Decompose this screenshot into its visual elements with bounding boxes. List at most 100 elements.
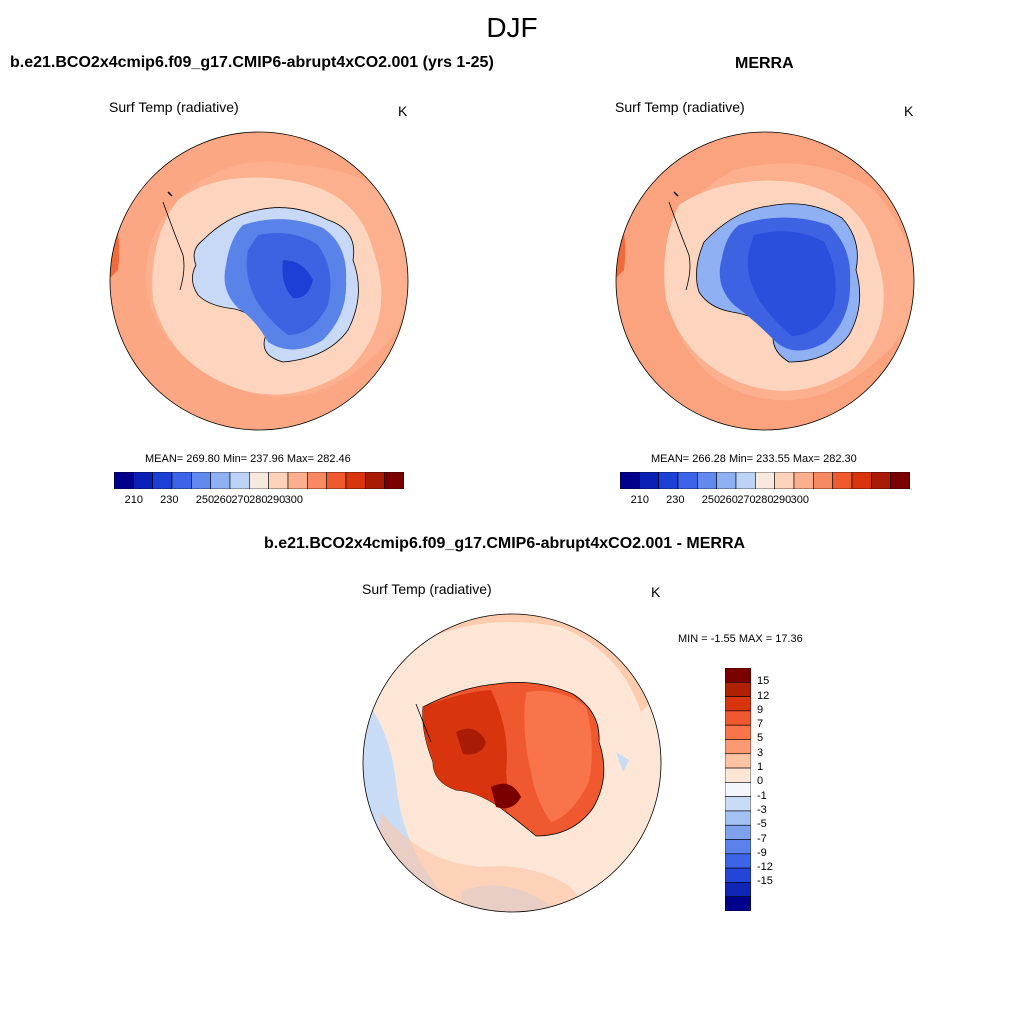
colorbar-swatch	[210, 472, 231, 489]
panel-2-map	[615, 131, 915, 431]
colorbar-swatch	[871, 472, 891, 489]
colorbar-swatch	[735, 472, 756, 489]
colorbar-swatch	[851, 472, 872, 489]
panel-1-map	[109, 131, 409, 431]
colorbar-tick-label: 270	[231, 494, 250, 506]
colorbar-swatch	[384, 472, 404, 489]
colorbar-swatch	[725, 796, 751, 812]
colorbar-swatch	[249, 472, 269, 489]
colorbar-swatch	[725, 724, 751, 740]
colorbar-tick-label: 250	[701, 494, 721, 506]
colorbar-tick-label: -12	[757, 861, 773, 874]
colorbar-tick-label: -7	[757, 832, 767, 845]
colorbar-tick-label: -5	[757, 818, 767, 831]
colorbar-swatch	[620, 472, 640, 489]
colorbar-tick-label: 3	[757, 746, 764, 759]
panel-3-variable: Surf Temp (radiative)	[362, 581, 492, 597]
colorbar-swatch	[658, 472, 679, 489]
panel-1-colorbar-labels: 210 230 250 260 270 280 290 300	[114, 494, 404, 508]
panel-2-colorbar-labels: 210 230 250 260 270 280 290 300	[620, 494, 910, 508]
colorbar-swatch	[365, 472, 385, 489]
colorbar-tick-label: 210	[124, 494, 143, 506]
colorbar-swatch	[677, 472, 698, 489]
colorbar-swatch	[133, 472, 153, 489]
colorbar-tick-label: -1	[757, 789, 767, 802]
colorbar-swatch	[152, 472, 173, 489]
colorbar-swatch	[725, 710, 751, 726]
colorbar-swatch	[725, 696, 751, 712]
colorbar-tick-label: 210	[630, 494, 649, 506]
panel-3-units: K	[651, 584, 661, 600]
colorbar-tick-label: 12	[757, 689, 770, 702]
colorbar-tick-label: 15	[757, 675, 770, 688]
colorbar-tick-label: 280	[249, 494, 268, 506]
colorbar-swatch	[725, 824, 751, 840]
colorbar-tick-label: 230	[666, 494, 685, 506]
panel-3-colorbar-labels: 15 12 9 7 5 3 1 0 -1 -3 -5 -7 -9 -12 -15	[757, 668, 797, 911]
colorbar-swatch	[725, 668, 751, 683]
colorbar-swatch	[725, 867, 751, 883]
figure-title: DJF	[486, 12, 538, 43]
colorbar-tick-label: 300	[284, 494, 304, 506]
colorbar-swatch	[716, 472, 737, 489]
colorbar-swatch	[725, 739, 751, 755]
colorbar-tick-label: -9	[757, 846, 767, 859]
panel-2-units: K	[904, 103, 914, 119]
colorbar-tick-label: 260	[719, 494, 738, 506]
panel-2-stats: MEAN= 266.28 Min= 233.55 Max= 282.30	[651, 453, 857, 465]
panel-1-variable: Surf Temp (radiative)	[109, 99, 239, 115]
panel-1-colorbar	[114, 472, 404, 489]
colorbar-swatch	[725, 767, 751, 783]
colorbar-tick-label: 9	[757, 703, 764, 716]
colorbar-tick-label: 1	[757, 761, 764, 774]
panel-1-title: b.e21.BCO2x4cmip6.f09_g17.CMIP6-abrupt4x…	[10, 54, 494, 71]
colorbar-swatch	[725, 896, 751, 911]
colorbar-swatch	[191, 472, 211, 489]
panel-1-stats: MEAN= 269.80 Min= 237.96 Max= 282.46	[145, 453, 351, 465]
colorbar-tick-label: 230	[160, 494, 179, 506]
panel-2-title: MERRA	[735, 55, 794, 72]
colorbar-swatch	[725, 753, 751, 769]
colorbar-swatch	[639, 472, 659, 489]
colorbar-tick-label: 300	[790, 494, 810, 506]
panel-2-colorbar	[620, 472, 910, 489]
colorbar-swatch	[268, 472, 289, 489]
panel-3-stats: MIN = -1.55 MAX = 17.36	[678, 633, 803, 645]
colorbar-tick-label: 270	[737, 494, 756, 506]
colorbar-tick-label: 5	[757, 732, 764, 745]
colorbar-swatch	[832, 472, 853, 489]
colorbar-swatch	[813, 472, 833, 489]
colorbar-swatch	[774, 472, 795, 489]
colorbar-swatch	[287, 472, 308, 489]
colorbar-tick-label: 0	[757, 775, 764, 788]
colorbar-tick-label: 7	[757, 718, 764, 731]
panel-2-variable: Surf Temp (radiative)	[615, 99, 745, 115]
colorbar-tick-label: 250	[195, 494, 215, 506]
panel-3-title: b.e21.BCO2x4cmip6.f09_g17.CMIP6-abrupt4x…	[264, 535, 746, 552]
colorbar-tick-label: -3	[757, 803, 767, 816]
colorbar-swatch	[326, 472, 347, 489]
colorbar-swatch	[114, 472, 134, 489]
colorbar-tick-label: -15	[757, 875, 773, 888]
colorbar-swatch	[725, 681, 751, 697]
panel-1-units: K	[398, 103, 408, 119]
colorbar-swatch	[171, 472, 192, 489]
colorbar-swatch	[307, 472, 327, 489]
colorbar-swatch	[345, 472, 366, 489]
panel-3-colorbar	[725, 668, 751, 911]
colorbar-swatch	[890, 472, 910, 489]
colorbar-swatch	[725, 810, 751, 826]
colorbar-tick-label: 260	[213, 494, 232, 506]
colorbar-swatch	[793, 472, 814, 489]
panel-3-map	[362, 613, 662, 913]
colorbar-swatch	[725, 782, 751, 797]
colorbar-tick-label: 290	[266, 494, 286, 506]
colorbar-tick-label: 290	[772, 494, 792, 506]
colorbar-tick-label: 280	[755, 494, 774, 506]
colorbar-swatch	[725, 839, 751, 855]
colorbar-swatch	[725, 882, 751, 898]
colorbar-swatch	[755, 472, 775, 489]
colorbar-swatch	[229, 472, 250, 489]
colorbar-swatch	[725, 853, 751, 869]
colorbar-swatch	[697, 472, 717, 489]
